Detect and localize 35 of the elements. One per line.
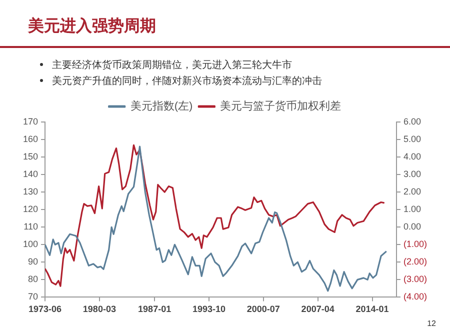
y2-tick-label: (1.00)	[403, 239, 428, 250]
y-tick-label: 140	[22, 169, 38, 180]
y2-tick-label: 2.00	[403, 186, 422, 197]
text: 主要经济体货币政策周期错位，美元进入第三轮大牛市	[52, 60, 292, 71]
x-tick-label: 2007-04	[301, 304, 334, 314]
chart-title: 美元进入强势周期	[28, 16, 156, 37]
x-tick-label: 1973-06	[28, 304, 62, 314]
y-tick-label: 120	[22, 204, 38, 214]
y-tick-label: 160	[22, 134, 38, 144]
x-tick-label: 1993-10	[192, 304, 226, 314]
text: 12	[427, 319, 436, 328]
y2-tick-label: 0.00	[403, 222, 422, 232]
y2-tick-label: (3.00)	[403, 274, 428, 284]
y2-tick-label: (2.00)	[403, 256, 428, 267]
x-tick-label: 2000-07	[246, 304, 280, 314]
text: 美元资产升值的同时，伴随对新兴市场资本流动与汇率的冲击	[52, 76, 322, 87]
y-tick-label: 150	[22, 152, 38, 162]
x-tick-label: 1987-01	[138, 304, 172, 314]
legend-label: 美元指数(左)	[130, 100, 193, 113]
y-tick-label: 170	[22, 116, 38, 126]
y2-tick-label: 1.00	[403, 204, 422, 214]
y-tick-label: 100	[22, 239, 38, 250]
y2-tick-label: 4.00	[403, 152, 422, 162]
legend-label: 美元与篮子货币加权利差	[220, 100, 342, 113]
y2-tick-label: (4.00)	[403, 292, 428, 302]
x-tick-label: 1980-03	[82, 304, 116, 314]
y2-tick-label: 3.00	[403, 169, 422, 180]
y2-tick-label: 6.00	[403, 116, 422, 126]
x-tick-label: 2014-01	[356, 304, 389, 314]
y-tick-label: 110	[24, 222, 38, 232]
y2-tick-label: 5.00	[403, 134, 422, 144]
y-tick-label: 80	[28, 274, 38, 284]
y-tick-label: 130	[22, 186, 38, 197]
y-tick-label: 70	[28, 292, 38, 302]
y-tick-label: 90	[28, 256, 38, 267]
